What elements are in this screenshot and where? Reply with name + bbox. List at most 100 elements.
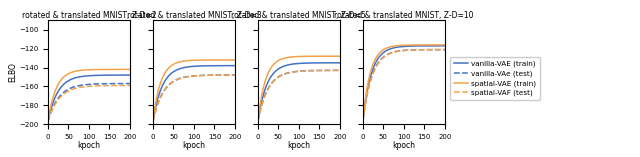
- X-axis label: kpoch: kpoch: [392, 141, 415, 150]
- spatial-VAF (test): [254, 120, 262, 122]
- spatial-VAE (train): [336, 55, 344, 57]
- vanilla-VAE (train): [111, 74, 119, 76]
- spatial-VAF (test): [403, 49, 411, 51]
- vanilla-VAE (train): [359, 120, 367, 122]
- spatial-VAF (test): [303, 70, 310, 72]
- Line: spatial-VAE (train): spatial-VAE (train): [48, 69, 130, 121]
- Line: vanilla-VAE (train): vanilla-VAE (train): [48, 75, 130, 121]
- spatial-VAF (test): [193, 75, 201, 77]
- spatial-VAF (test): [293, 70, 301, 72]
- Line: vanilla-VAe (test): vanilla-VAe (test): [258, 70, 340, 121]
- spatial-VAE (train): [321, 55, 329, 57]
- Title: rotated & translated MNIST, Z-D=2: rotated & translated MNIST, Z-D=2: [22, 11, 156, 20]
- spatial-VAE (train): [124, 68, 132, 70]
- vanilla-VAe (test): [198, 75, 205, 76]
- spatial-VAE (train): [188, 60, 196, 61]
- Legend: vanilla-VAE (train), vanilla-VAe (test), spatial-VAE (train), spatial-VAF (test): vanilla-VAE (train), vanilla-VAe (test),…: [451, 57, 540, 100]
- spatial-VAE (train): [216, 59, 224, 61]
- Y-axis label: ELBO: ELBO: [8, 62, 17, 82]
- vanilla-VAE (train): [321, 62, 329, 64]
- vanilla-VAE (train): [336, 62, 344, 64]
- spatial-VAE (train): [298, 55, 306, 57]
- vanilla-VAE (train): [293, 63, 301, 65]
- vanilla-VAe (test): [403, 49, 411, 51]
- vanilla-VAe (test): [88, 83, 96, 85]
- spatial-VAE (train): [441, 44, 449, 46]
- spatial-VAF (test): [198, 75, 205, 76]
- vanilla-VAE (train): [439, 45, 447, 47]
- spatial-VAF (test): [321, 69, 329, 71]
- Line: spatial-VAE (train): spatial-VAE (train): [153, 60, 235, 121]
- Line: vanilla-VAE (train): vanilla-VAE (train): [153, 66, 235, 121]
- spatial-VAE (train): [229, 59, 237, 61]
- vanilla-VAe (test): [83, 84, 91, 85]
- Title: rotated & translated MNIST, Z-D=5: rotated & translated MNIST, Z-D=5: [232, 11, 366, 20]
- spatial-VAF (test): [359, 120, 367, 122]
- spatial-VAE (train): [426, 44, 434, 46]
- vanilla-VAe (test): [149, 120, 157, 122]
- spatial-VAF (test): [294, 70, 301, 72]
- vanilla-VAE (train): [254, 120, 262, 122]
- vanilla-VAe (test): [189, 75, 196, 77]
- spatial-VAF (test): [88, 85, 96, 87]
- vanilla-VAE (train): [83, 75, 91, 77]
- Line: vanilla-VAe (test): vanilla-VAe (test): [48, 84, 130, 121]
- spatial-VAE (train): [111, 68, 119, 70]
- spatial-VAE (train): [93, 69, 100, 70]
- spatial-VAF (test): [149, 120, 157, 122]
- spatial-VAE (train): [193, 59, 201, 61]
- vanilla-VAe (test): [44, 120, 52, 122]
- spatial-VAF (test): [189, 75, 196, 77]
- spatial-VAF (test): [83, 86, 91, 87]
- vanilla-VAE (train): [188, 65, 196, 67]
- spatial-VAF (test): [408, 49, 415, 51]
- vanilla-VAe (test): [216, 74, 224, 76]
- vanilla-VAe (test): [439, 49, 447, 51]
- vanilla-VAE (train): [426, 45, 434, 47]
- vanilla-VAe (test): [188, 75, 196, 77]
- spatial-VAE (train): [88, 69, 96, 70]
- spatial-VAE (train): [126, 68, 134, 70]
- spatial-VAF (test): [439, 49, 447, 51]
- vanilla-VAe (test): [93, 83, 100, 85]
- spatial-VAF (test): [229, 74, 237, 76]
- vanilla-VAE (train): [124, 74, 132, 76]
- spatial-VAE (train): [359, 120, 367, 122]
- spatial-VAE (train): [84, 69, 92, 71]
- vanilla-VAe (test): [111, 83, 119, 84]
- vanilla-VAE (train): [398, 46, 406, 48]
- vanilla-VAe (test): [336, 69, 344, 71]
- vanilla-VAE (train): [88, 75, 96, 76]
- spatial-VAF (test): [111, 85, 119, 87]
- vanilla-VAe (test): [126, 83, 134, 84]
- spatial-VAE (train): [44, 120, 52, 122]
- spatial-VAE (train): [403, 44, 411, 46]
- spatial-VAF (test): [84, 85, 92, 87]
- Line: spatial-VAF (test): spatial-VAF (test): [153, 75, 235, 121]
- spatial-VAF (test): [298, 70, 306, 72]
- vanilla-VAe (test): [426, 49, 434, 51]
- spatial-VAF (test): [216, 74, 224, 76]
- vanilla-VAE (train): [441, 45, 449, 47]
- vanilla-VAe (test): [408, 49, 415, 51]
- spatial-VAF (test): [124, 84, 132, 86]
- Title: rotated & translated MNIST, Z-D=3: rotated & translated MNIST, Z-D=3: [127, 11, 261, 20]
- Line: vanilla-VAe (test): vanilla-VAe (test): [363, 50, 445, 121]
- Line: spatial-VAE (train): spatial-VAE (train): [363, 45, 445, 121]
- vanilla-VAE (train): [399, 46, 406, 48]
- vanilla-VAE (train): [408, 45, 415, 47]
- spatial-VAE (train): [408, 44, 415, 46]
- vanilla-VAe (test): [84, 84, 92, 85]
- vanilla-VAe (test): [293, 70, 301, 72]
- vanilla-VAe (test): [294, 70, 301, 72]
- spatial-VAF (test): [188, 75, 196, 77]
- X-axis label: kpoch: kpoch: [287, 141, 310, 150]
- vanilla-VAe (test): [231, 74, 239, 76]
- vanilla-VAE (train): [229, 65, 237, 67]
- spatial-VAF (test): [441, 49, 449, 51]
- vanilla-VAe (test): [229, 74, 237, 76]
- spatial-VAE (train): [198, 59, 205, 61]
- Line: spatial-VAF (test): spatial-VAF (test): [258, 70, 340, 121]
- vanilla-VAe (test): [398, 50, 406, 51]
- spatial-VAF (test): [126, 84, 134, 86]
